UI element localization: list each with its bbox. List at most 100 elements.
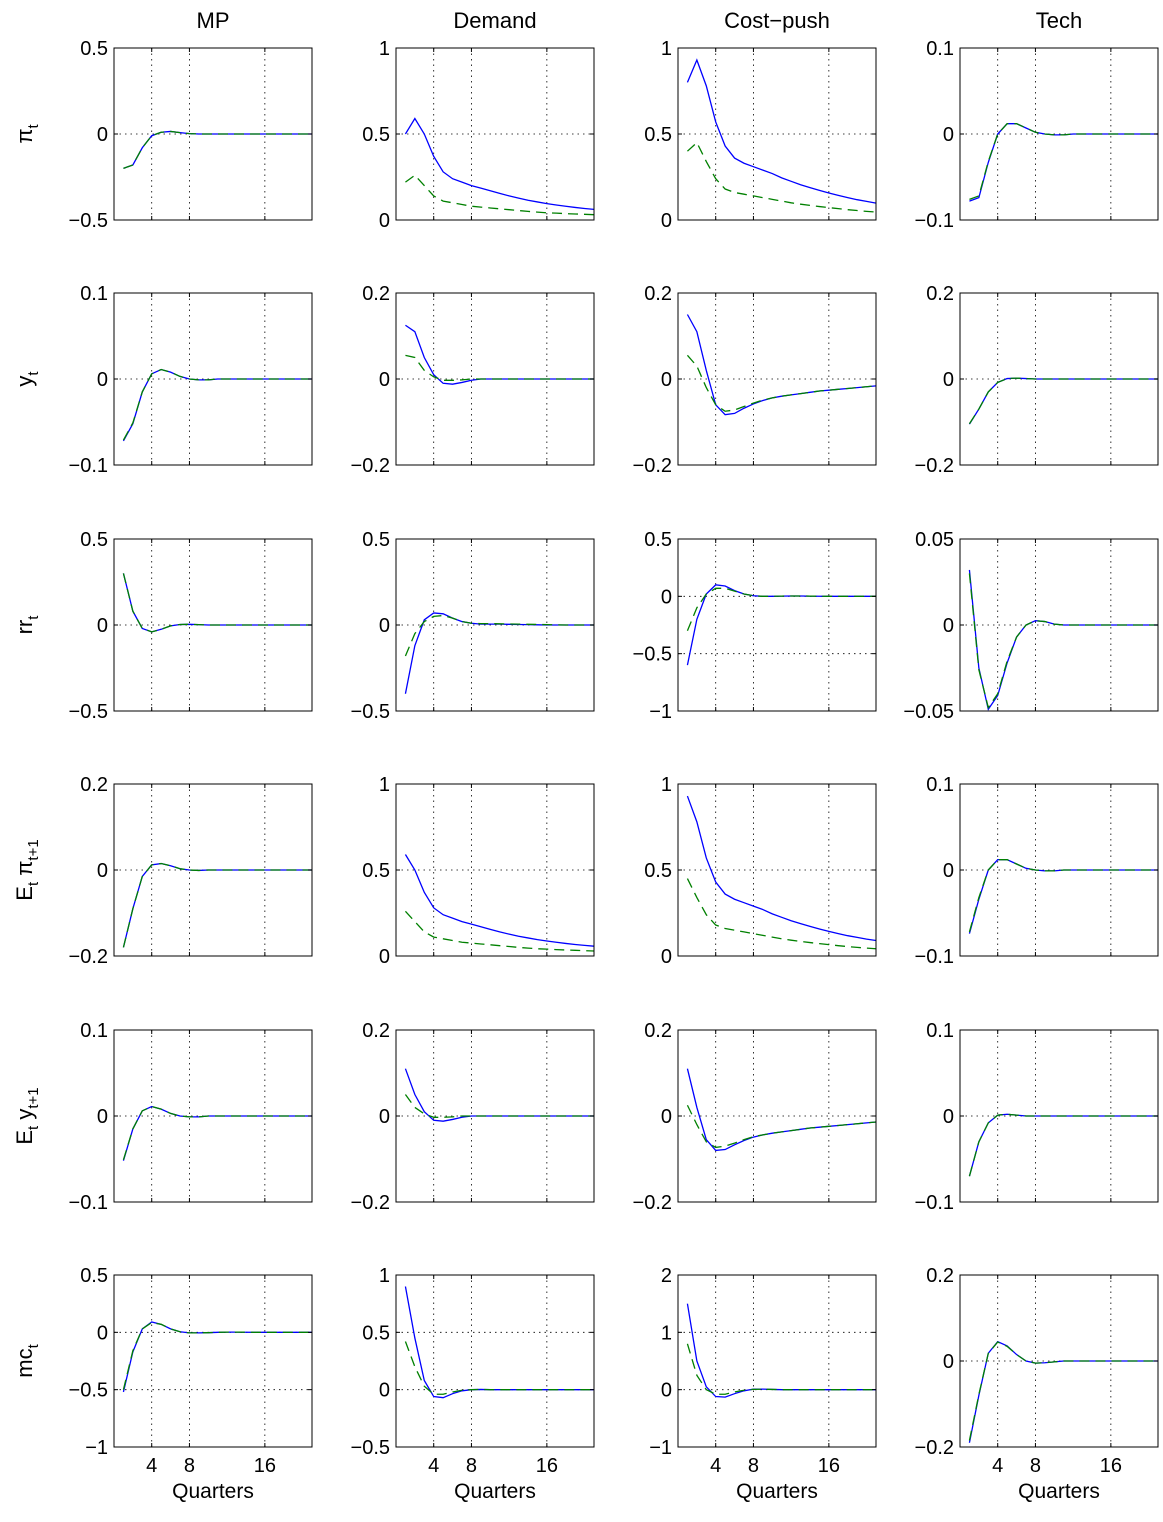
y-tick-label: −0.2: [633, 455, 672, 477]
panel-r2-c0: −0.5 0 0.5: [69, 529, 313, 723]
y-tick-label: 0.1: [926, 1020, 954, 1042]
y-tick-label: 0: [97, 124, 108, 146]
y-tick-label: 0: [97, 1322, 108, 1344]
row-label-main: E: [12, 1130, 37, 1145]
y-tick-label: 0: [661, 946, 672, 968]
y-tick-label: 0.5: [362, 529, 390, 551]
series-line-solid: [968, 377, 1158, 425]
y-tick-label: 0.1: [80, 283, 108, 305]
y-tick-label: 0.5: [644, 124, 672, 146]
y-tick-label: 0.5: [644, 529, 672, 551]
series-line-dashed: [968, 859, 1158, 933]
y-tick-label: −0.5: [69, 701, 108, 723]
row-label-main: π: [12, 128, 37, 143]
y-tick-label: 0.5: [80, 529, 108, 551]
x-tick-label: 8: [748, 1455, 759, 1477]
series-line-dashed: [686, 587, 876, 631]
panel-r4-c0: −0.1 0 0.1: [69, 1020, 313, 1214]
series-line-dashed: [686, 1104, 877, 1149]
y-tick-label: 0.1: [926, 774, 954, 796]
panel-r3-c3: −0.1 0 0.1: [915, 774, 1159, 968]
x-tick-label: 16: [818, 1455, 840, 1477]
series-line-dashed: [968, 377, 1158, 425]
series-line-dashed: [969, 123, 1158, 200]
row-label-0: πt: [12, 123, 42, 143]
y-tick-label: 0: [943, 615, 954, 637]
row-label-sub-2: t+1: [25, 839, 42, 860]
y-tick-label: −1: [649, 1437, 672, 1459]
x-tick-label: 4: [992, 1455, 1003, 1477]
x-axis-label: Quarters: [736, 1480, 818, 1503]
x-tick-label: 4: [428, 1455, 439, 1477]
x-tick-label: 8: [1030, 1455, 1041, 1477]
x-tick-label: 4: [710, 1455, 721, 1477]
axes-frame: [113, 1274, 313, 1448]
series-line-dashed: [404, 910, 595, 952]
row-label-main: rr: [12, 620, 37, 635]
y-tick-label: 0.5: [362, 860, 390, 882]
panel-r4-c1: −0.2 0 0.2: [351, 1020, 595, 1214]
column-title-2: Cost−push: [724, 8, 830, 33]
y-tick-label: 0: [943, 369, 954, 391]
y-tick-label: 0.1: [926, 38, 954, 60]
series-line-solid: [122, 573, 312, 633]
y-tick-label: 0.5: [80, 1265, 108, 1287]
y-tick-label: −0.1: [915, 1192, 954, 1214]
panel-r1-c1: −0.2 0 0.2: [351, 283, 595, 477]
row-label-1: yt: [12, 371, 42, 387]
row-label-main: E: [12, 886, 37, 901]
y-tick-label: −0.2: [633, 1192, 672, 1214]
series-line-solid: [968, 1340, 1158, 1443]
row-label-sub: t: [25, 1125, 42, 1130]
y-tick-label: 0: [97, 860, 108, 882]
y-tick-label: 0: [943, 1106, 954, 1128]
row-label-2: rrt: [12, 615, 42, 635]
y-tick-label: 0: [379, 946, 390, 968]
panel-r2-c2: −1 −0.5 0 0.5: [633, 529, 877, 723]
series-line-solid: [122, 1321, 312, 1393]
y-tick-label: 0.5: [80, 38, 108, 60]
y-tick-label: 0: [97, 369, 108, 391]
y-tick-label: 0: [943, 860, 954, 882]
x-tick-label: 16: [1100, 1455, 1122, 1477]
y-tick-label: 0.5: [362, 1322, 390, 1344]
y-tick-label: 1: [661, 38, 672, 60]
y-tick-label: 2: [661, 1265, 672, 1287]
panel-r4-c2: −0.2 0 0.2: [633, 1020, 877, 1214]
series-line-solid: [122, 862, 312, 948]
row-label-sub: t: [25, 881, 42, 886]
row-label-main: mc: [12, 1348, 37, 1377]
series-line-dashed: [968, 573, 1158, 710]
series-line-dashed: [405, 354, 594, 381]
y-tick-label: −0.2: [351, 1192, 390, 1214]
axes-frame: [677, 538, 877, 712]
y-tick-label: 0.2: [926, 1265, 954, 1287]
y-tick-label: −0.2: [69, 946, 108, 968]
x-tick-label: 8: [466, 1455, 477, 1477]
y-tick-label: 0.2: [926, 283, 954, 305]
y-tick-label: 0: [379, 210, 390, 232]
row-label-sub: t: [25, 123, 42, 128]
y-tick-label: −0.5: [351, 1437, 390, 1459]
row-label-5: mct: [12, 1343, 42, 1377]
panel-r4-c3: −0.1 0 0.1: [915, 1020, 1159, 1214]
y-tick-label: 0: [943, 1351, 954, 1373]
y-tick-label: 0.2: [362, 283, 390, 305]
y-tick-label: 1: [661, 774, 672, 796]
series-line-solid: [404, 117, 595, 210]
y-tick-label: 0: [943, 124, 954, 146]
x-tick-label: 16: [536, 1455, 558, 1477]
y-tick-label: −0.1: [69, 1192, 108, 1214]
y-tick-label: −0.05: [903, 701, 954, 723]
series-line-dashed: [404, 1094, 594, 1118]
panel-r0-c3: −0.1 0 0.1: [915, 38, 1159, 232]
panel-r0-c0: −0.5 0 0.5: [69, 38, 313, 232]
y-tick-label: 0: [379, 1106, 390, 1128]
panel-r3-c0: −0.2 0 0.2: [69, 774, 313, 968]
column-title-1: Demand: [453, 8, 536, 33]
panel-r1-c2: −0.2 0 0.2: [633, 283, 877, 477]
y-tick-label: 0.5: [362, 124, 390, 146]
series-line-dashed: [404, 1341, 594, 1395]
